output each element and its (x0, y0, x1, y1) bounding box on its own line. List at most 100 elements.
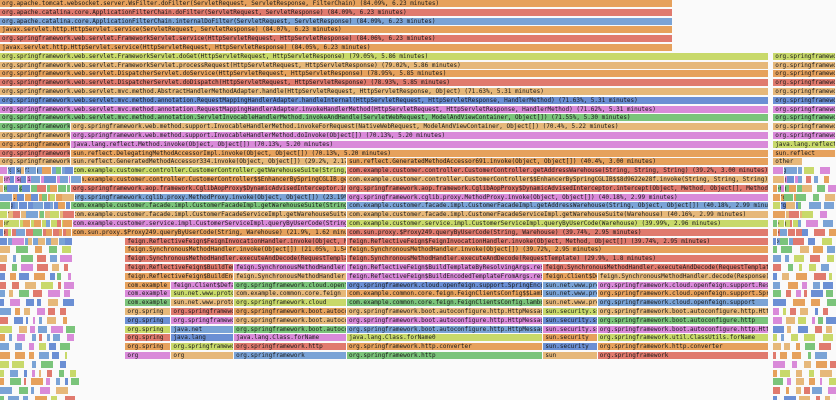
stack-frame[interactable] (808, 352, 812, 360)
stack-frame[interactable] (773, 255, 783, 264)
stack-frame[interactable] (813, 193, 821, 202)
stack-frame[interactable]: org.springframework.cloud.openfeign.supp… (346, 281, 544, 290)
stack-frame[interactable] (826, 255, 835, 264)
stack-frame[interactable]: javax.servlet.http.HttpServlet.service(H… (0, 44, 673, 52)
stack-frame[interactable] (814, 352, 828, 360)
stack-frame[interactable]: other (773, 158, 803, 167)
stack-frame[interactable] (22, 184, 32, 193)
stack-frame[interactable] (773, 264, 783, 272)
stack-frame[interactable] (29, 352, 36, 360)
stack-frame[interactable] (12, 211, 21, 220)
stack-frame[interactable] (0, 369, 6, 378)
stack-frame[interactable] (47, 290, 61, 299)
stack-frame[interactable] (21, 176, 27, 184)
stack-frame[interactable]: com.sun.proxy.$Proxy249.queryByUserCode(… (346, 228, 770, 237)
stack-frame[interactable] (804, 167, 816, 176)
stack-frame[interactable] (10, 299, 22, 308)
stack-frame[interactable] (783, 396, 798, 400)
stack-frame[interactable] (56, 387, 70, 396)
stack-frame[interactable] (12, 281, 21, 290)
stack-frame[interactable]: sun.reflect.GeneratedMethodAccessor334.i… (71, 158, 347, 167)
stack-frame[interactable] (57, 281, 62, 290)
stack-frame[interactable] (804, 360, 812, 369)
stack-frame[interactable] (7, 184, 20, 193)
stack-frame[interactable] (26, 211, 39, 220)
stack-frame[interactable] (33, 290, 43, 299)
stack-frame[interactable] (14, 352, 26, 360)
stack-frame[interactable]: org.springframework.web.servlet.mvc.meth… (0, 88, 770, 96)
stack-frame[interactable] (15, 202, 19, 211)
stack-frame[interactable]: org.springframework (171, 316, 235, 325)
stack-frame[interactable]: java.lang.reflect.Method.invoke(Object, … (71, 140, 770, 149)
stack-frame[interactable] (827, 184, 836, 193)
stack-frame[interactable] (812, 246, 824, 255)
stack-frame[interactable] (800, 308, 809, 316)
stack-frame[interactable]: java.lang.reflect (773, 140, 836, 149)
stack-frame[interactable] (49, 184, 58, 193)
stack-frame[interactable] (796, 387, 802, 396)
stack-frame[interactable] (801, 281, 809, 290)
stack-frame[interactable] (808, 369, 815, 378)
stack-frame[interactable] (0, 290, 7, 299)
stack-frame[interactable] (30, 193, 39, 202)
stack-frame[interactable] (824, 193, 836, 202)
stack-frame[interactable] (815, 325, 824, 334)
stack-frame[interactable] (33, 272, 47, 281)
stack-frame[interactable] (41, 193, 48, 202)
stack-frame[interactable]: org.spring (125, 308, 172, 316)
stack-frame[interactable]: org.springframework.cglib.proxy.MethodPr… (346, 193, 770, 202)
stack-frame[interactable]: org.springframework (0, 123, 72, 132)
stack-frame[interactable]: o (0, 237, 72, 246)
stack-frame[interactable]: sun.reflect (773, 149, 836, 158)
stack-frame[interactable] (792, 237, 806, 246)
stack-frame[interactable] (0, 387, 13, 396)
stack-frame[interactable] (46, 316, 57, 325)
stack-frame[interactable] (773, 228, 778, 237)
stack-frame[interactable] (779, 352, 789, 360)
stack-frame[interactable] (773, 193, 782, 202)
stack-frame[interactable] (817, 184, 826, 193)
stack-frame[interactable] (782, 272, 791, 281)
stack-frame[interactable] (0, 299, 5, 308)
stack-frame[interactable] (52, 264, 60, 272)
stack-frame[interactable] (799, 246, 810, 255)
stack-frame[interactable] (773, 360, 786, 369)
stack-frame[interactable]: com.example.customer.facade.impl.Custome… (346, 211, 770, 220)
stack-frame[interactable]: org.springframework (171, 308, 235, 316)
stack-frame[interactable] (824, 202, 836, 211)
stack-frame[interactable] (23, 369, 28, 378)
stack-frame[interactable] (795, 290, 802, 299)
stack-frame[interactable] (10, 272, 17, 281)
stack-frame[interactable] (63, 211, 75, 220)
stack-frame[interactable] (819, 378, 824, 387)
stack-frame[interactable] (0, 220, 5, 228)
stack-frame[interactable] (0, 255, 8, 264)
stack-frame[interactable] (45, 378, 52, 387)
stack-frame[interactable] (10, 167, 17, 176)
stack-frame[interactable]: sun.reflect.DelegatingMethodAccessorImpl… (71, 149, 770, 158)
stack-frame[interactable] (812, 281, 821, 290)
stack-frame[interactable] (51, 237, 60, 246)
stack-frame[interactable] (39, 352, 50, 360)
stack-frame[interactable]: org.springframework.web.method.support.I… (71, 132, 770, 140)
stack-frame[interactable] (60, 308, 67, 316)
stack-frame[interactable] (23, 396, 30, 400)
stack-frame[interactable] (56, 378, 61, 387)
stack-frame[interactable]: org.apache.catalina.core.ApplicationFilt… (0, 8, 673, 17)
stack-frame[interactable] (29, 325, 37, 334)
stack-frame[interactable] (827, 299, 836, 308)
stack-frame[interactable] (37, 264, 49, 272)
stack-frame[interactable] (16, 193, 26, 202)
stack-frame[interactable]: org.apache.tomcat.websocket.server.WsFil… (0, 0, 673, 8)
stack-frame[interactable] (64, 352, 68, 360)
stack-frame[interactable] (818, 316, 824, 325)
stack-frame[interactable]: org.springframework.boot.autoconfigure (234, 308, 347, 316)
stack-frame[interactable]: org.springframework.boot.autoconfigure.h… (346, 325, 544, 334)
stack-frame[interactable] (773, 167, 784, 176)
stack-frame[interactable] (65, 237, 73, 246)
stack-frame[interactable] (59, 369, 65, 378)
stack-frame[interactable] (784, 255, 790, 264)
stack-frame[interactable] (825, 325, 834, 334)
stack-frame[interactable] (819, 211, 828, 220)
stack-frame[interactable]: org.springframework (773, 114, 836, 123)
